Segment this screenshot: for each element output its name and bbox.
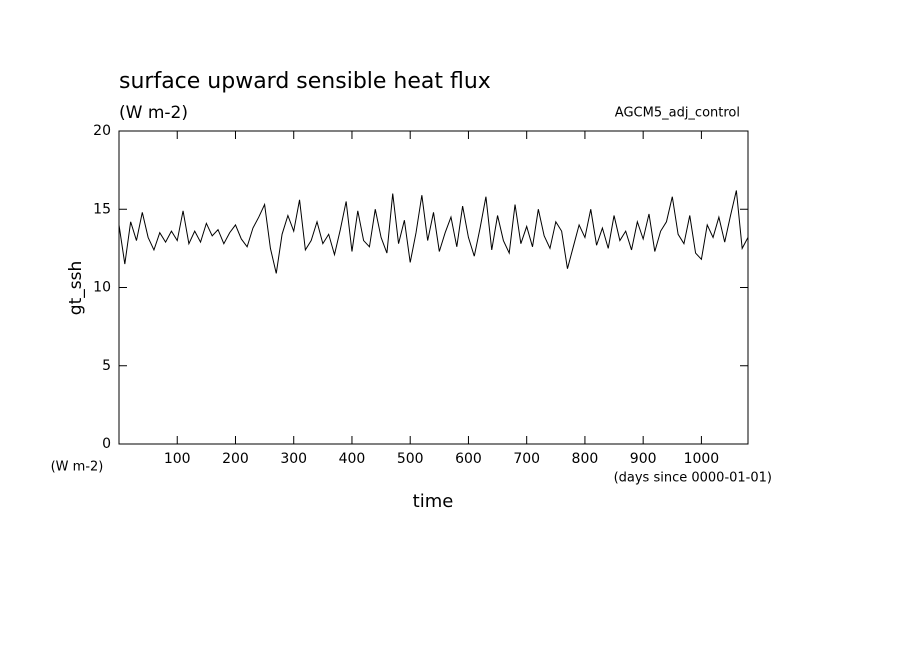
y-tick-label: 0 bbox=[102, 436, 111, 452]
x-axis-label: time bbox=[413, 491, 454, 512]
plot-frame bbox=[118, 130, 749, 445]
y-tick-label: 20 bbox=[93, 123, 111, 139]
y-tick-label: 15 bbox=[93, 201, 111, 217]
y-tick-label: 10 bbox=[93, 280, 111, 296]
x-tick-label: 400 bbox=[339, 451, 366, 467]
y-axis-label: gt_ssh bbox=[66, 261, 86, 315]
y-tick-label: 5 bbox=[102, 358, 111, 374]
x-tick-label: 200 bbox=[222, 451, 249, 467]
x-tick-label: 600 bbox=[455, 451, 482, 467]
x-tick-label: 700 bbox=[513, 451, 540, 467]
y-units: (W m-2) bbox=[51, 460, 104, 475]
x-tick-label: 900 bbox=[630, 451, 657, 467]
chart-subtitle: (W m-2) bbox=[119, 103, 188, 123]
x-tick-label: 500 bbox=[397, 451, 424, 467]
x-tick-label: 100 bbox=[164, 451, 191, 467]
x-tick-label: 300 bbox=[280, 451, 307, 467]
x-units: (days since 0000-01-01) bbox=[614, 471, 772, 486]
x-tick-label: 1000 bbox=[684, 451, 720, 467]
annotation: AGCM5_adj_control bbox=[615, 106, 740, 121]
data-line bbox=[118, 190, 749, 274]
x-tick-label: 800 bbox=[572, 451, 599, 467]
chart-title: surface upward sensible heat flux bbox=[119, 69, 491, 94]
